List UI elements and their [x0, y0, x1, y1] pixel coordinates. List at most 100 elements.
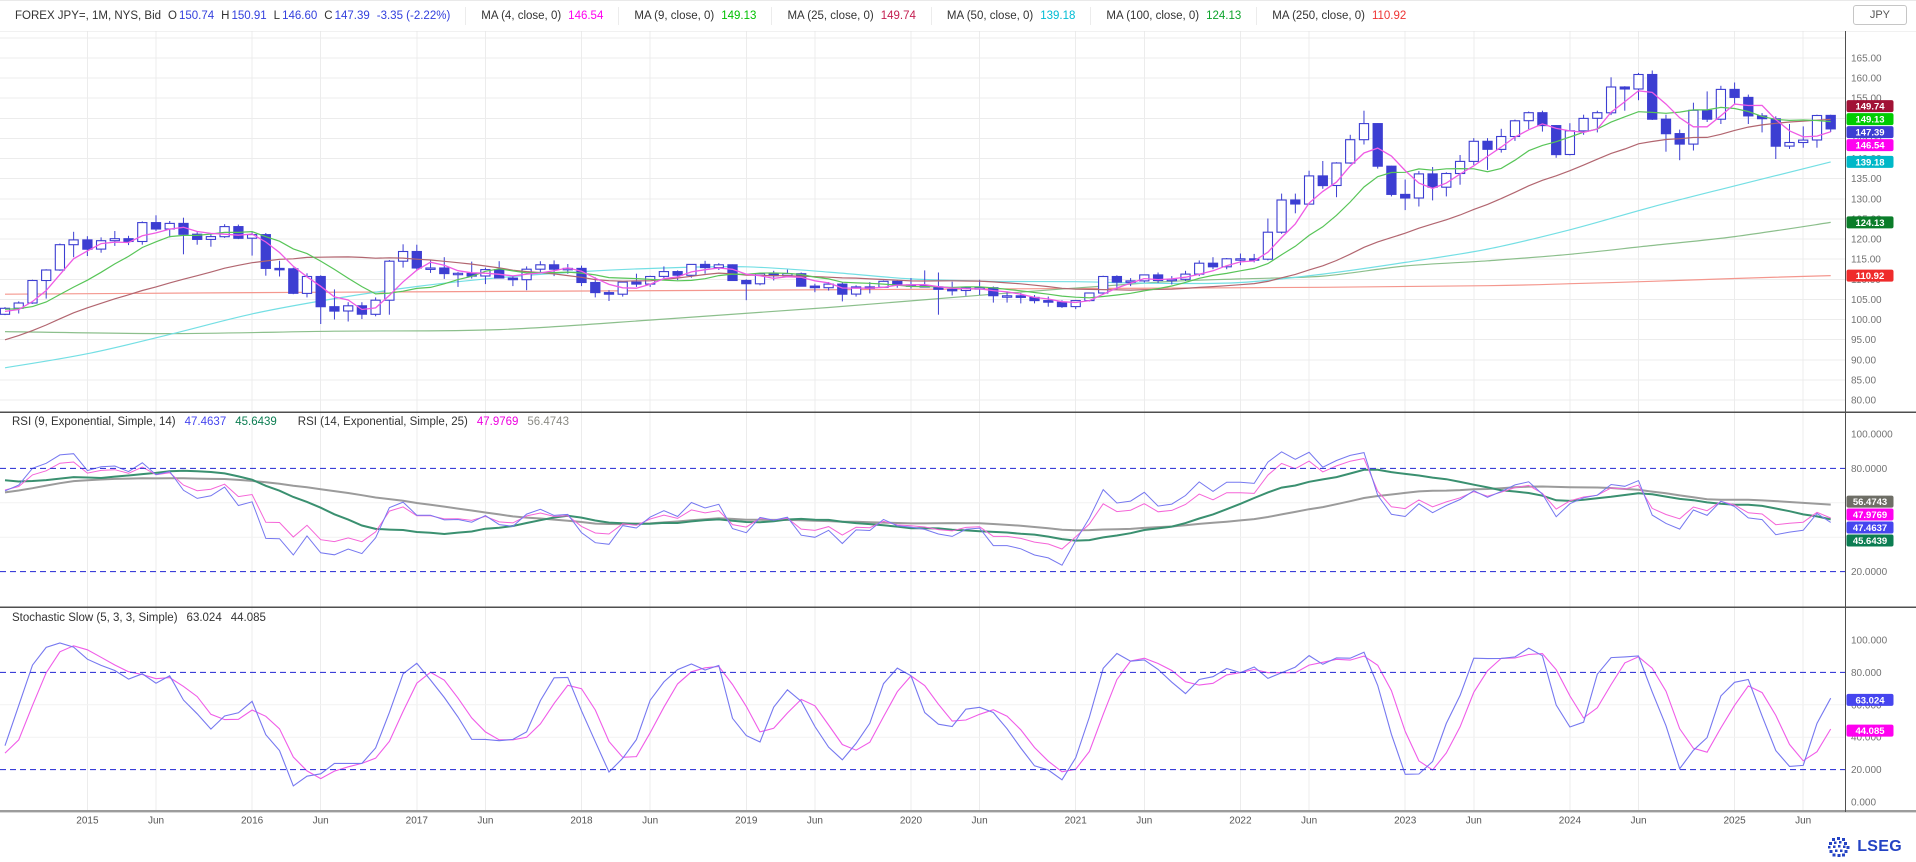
stoch-badge: [1846, 724, 1894, 737]
stoch-k-line: [4, 642, 1832, 787]
rsi-badge-text: 47.4637: [1853, 523, 1887, 534]
price-badge-text: 147.39: [1855, 128, 1884, 139]
rsi-legend-label-2: RSI (14, Exponential, Simple, 25): [297, 416, 468, 428]
price-badge: [1846, 100, 1894, 113]
x-axis-label: Jun: [1795, 816, 1811, 827]
candle-down: [1043, 300, 1054, 303]
price-axis-label: 135.00: [1851, 174, 1882, 185]
candle-up: [1139, 274, 1150, 282]
ma-legend-value: 110.92: [1371, 10, 1407, 22]
ma-legend-item[interactable]: MA (250, close, 0) 110.92: [1256, 7, 1421, 25]
rsi-axis-label: 100.0000: [1851, 430, 1893, 441]
ma100-line: [4, 221, 1831, 335]
price-axis-label: 85.00: [1851, 375, 1876, 386]
candle-down: [699, 263, 711, 269]
candle-up: [1070, 300, 1081, 308]
candle-down: [1729, 88, 1740, 98]
rsi9-signal-value: 45.6439: [235, 416, 277, 428]
x-axis-label: 2016: [241, 816, 264, 827]
stochastic-panel-legend[interactable]: Stochastic Slow (5, 3, 3, Simple) 63.024…: [12, 612, 275, 624]
x-axis-label: Jun: [1301, 816, 1317, 827]
candle-up: [343, 305, 354, 312]
candle-up: [823, 283, 834, 289]
candle-up: [1276, 199, 1287, 233]
candle-up: [1413, 173, 1425, 199]
instrument-title: FOREX JPY=, 1M, NYS, Bid: [15, 10, 162, 22]
candle-up: [1811, 114, 1823, 141]
price-axis-label: 90.00: [1851, 355, 1876, 366]
candle-down: [315, 275, 326, 308]
ma4-line: [4, 90, 1831, 313]
candle-up: [1578, 117, 1589, 132]
rsi-badge: [1846, 495, 1894, 508]
close-label: C: [324, 10, 333, 22]
candle-up: [1633, 73, 1644, 90]
open-value: 150.74: [178, 10, 215, 22]
price-badge: [1846, 139, 1894, 152]
candle-up: [1001, 295, 1013, 298]
ma-legend-value: 149.74: [880, 10, 916, 22]
x-axis-label: 2025: [1723, 816, 1746, 827]
candle-up: [109, 238, 120, 242]
x-axis-label: Jun: [477, 816, 493, 827]
rsi-badge-text: 45.6439: [1853, 536, 1887, 547]
rsi-badge: [1846, 534, 1894, 547]
candle-up: [68, 239, 79, 246]
candle-down: [192, 233, 203, 240]
instrument-legend[interactable]: FOREX JPY=, 1M, NYS, Bid O 150.74 H 150.91…: [0, 7, 465, 25]
price-badge: [1846, 269, 1894, 282]
price-badge: [1846, 155, 1894, 168]
rsi14-signal-value: 56.4743: [527, 416, 569, 428]
candle-down: [288, 268, 299, 294]
candle-up: [1345, 139, 1356, 164]
currency-tab[interactable]: JPY: [1852, 5, 1907, 25]
price-badge-text: 146.54: [1855, 141, 1885, 152]
candle-down: [796, 273, 807, 287]
ma9-line: [4, 106, 1831, 310]
candle-down: [150, 222, 162, 230]
candle-up: [219, 226, 230, 238]
candle-up: [1715, 88, 1727, 120]
low-value: 146.60: [282, 10, 318, 22]
candle-up: [1098, 275, 1109, 294]
price-axis-label: 120.00: [1851, 235, 1882, 246]
price-axis-label: 100.00: [1851, 315, 1882, 326]
ma-legend-item[interactable]: MA (50, close, 0) 139.18: [930, 7, 1090, 25]
ma-legend-item[interactable]: MA (25, close, 0) 149.74: [771, 7, 930, 25]
candle-up: [713, 264, 724, 269]
ma-legend-label: MA (100, close, 0): [1106, 10, 1200, 22]
price-axis-label: 160.00: [1851, 74, 1882, 85]
candle-down: [548, 264, 560, 270]
rsi-badge-text: 56.4743: [1853, 497, 1887, 508]
price-axis-label: 105.00: [1851, 295, 1882, 306]
ma-legend-value: 149.13: [721, 10, 757, 22]
rsi9-line: [4, 451, 1831, 566]
ma-legend-item[interactable]: MA (4, close, 0) 146.54: [465, 7, 618, 25]
candle-down: [1386, 165, 1397, 195]
candle-down: [1400, 193, 1411, 199]
candle-up: [1784, 141, 1795, 147]
rsi9-value: 47.4637: [184, 416, 227, 428]
price-badge-text: 149.74: [1855, 102, 1885, 113]
high-label: H: [221, 10, 230, 22]
x-axis-label: Jun: [1630, 816, 1646, 827]
candle-up: [384, 260, 395, 301]
rsi14-line: [4, 457, 1831, 550]
ma25-line: [4, 118, 1831, 341]
candle-up: [1468, 140, 1479, 162]
candle-up: [1262, 231, 1274, 260]
lseg-logo-text: LSEG: [1857, 838, 1902, 855]
candle-up: [850, 286, 862, 295]
x-axis-label: 2019: [735, 816, 758, 827]
candle-down: [631, 281, 642, 285]
ma-legend-item[interactable]: MA (100, close, 0) 124.13: [1090, 7, 1256, 25]
price-axis-label: 80.00: [1851, 396, 1876, 407]
x-axis-label: Jun: [148, 816, 164, 827]
ma-legend-item[interactable]: MA (9, close, 0) 149.13: [618, 7, 771, 25]
rsi-panel-legend[interactable]: RSI (9, Exponential, Simple, 14) 47.4637…: [12, 416, 578, 428]
ma50-line: [4, 161, 1831, 369]
stochastic-legend-label: Stochastic Slow (5, 3, 3, Simple): [12, 612, 178, 624]
x-axis-label: Jun: [972, 816, 988, 827]
rsi-legend-label: RSI (9, Exponential, Simple, 14): [12, 416, 176, 428]
